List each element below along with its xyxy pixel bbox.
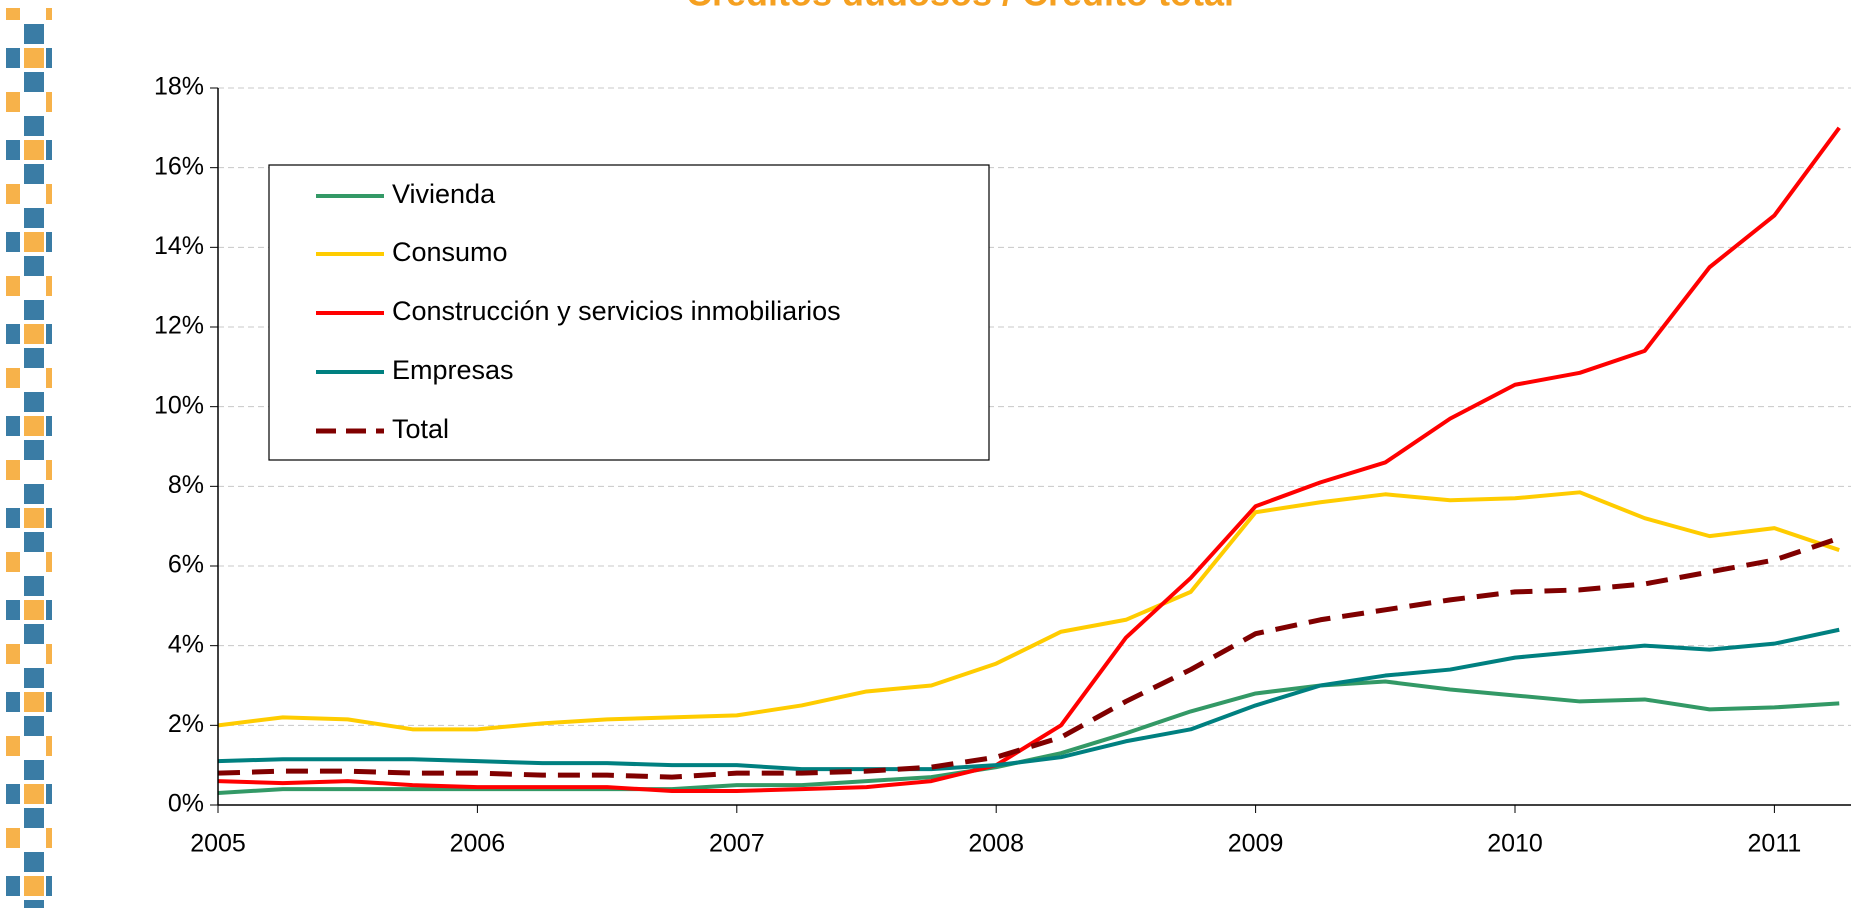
chart-title: Créditos dudosos / Crédito total	[686, 0, 1234, 14]
x-tick-label: 2008	[968, 830, 1024, 858]
y-tick-label: 12%	[154, 312, 204, 340]
series-line	[218, 538, 1839, 777]
legend-label: Empresas	[392, 355, 514, 385]
legend-label: Vivienda	[392, 179, 496, 209]
legend-label: Consumo	[392, 237, 508, 267]
legend-label: Total	[392, 414, 449, 444]
y-tick-label: 6%	[168, 551, 204, 579]
x-tick-label: 2006	[450, 830, 506, 858]
x-tick-label: 2011	[1748, 830, 1802, 858]
y-tick-label: 8%	[168, 471, 204, 499]
decoration	[6, 8, 52, 908]
y-tick-label: 2%	[168, 710, 204, 738]
page: {"chart_data": {"type": "line", "title":…	[0, 0, 1851, 908]
y-tick-label: 0%	[168, 790, 204, 818]
series-line	[218, 492, 1839, 729]
chart: Créditos dudosos / Crédito total 0% 2% 4% 6…	[0, 0, 1851, 908]
y-tick-label: 4%	[168, 630, 204, 658]
y-tick-label: 10%	[154, 391, 204, 419]
series-line	[218, 682, 1839, 794]
y-tick-label: 18%	[154, 73, 204, 101]
x-tick-label: 2009	[1228, 830, 1284, 858]
x-tick-label: 2005	[190, 830, 246, 858]
y-tick-label: 14%	[154, 232, 204, 260]
x-tick-label: 2010	[1487, 830, 1543, 858]
y-tick-label: 16%	[154, 152, 204, 180]
x-tick-label: 2007	[709, 830, 765, 858]
legend-label: Construcción y servicios inmobiliarios	[392, 296, 841, 326]
